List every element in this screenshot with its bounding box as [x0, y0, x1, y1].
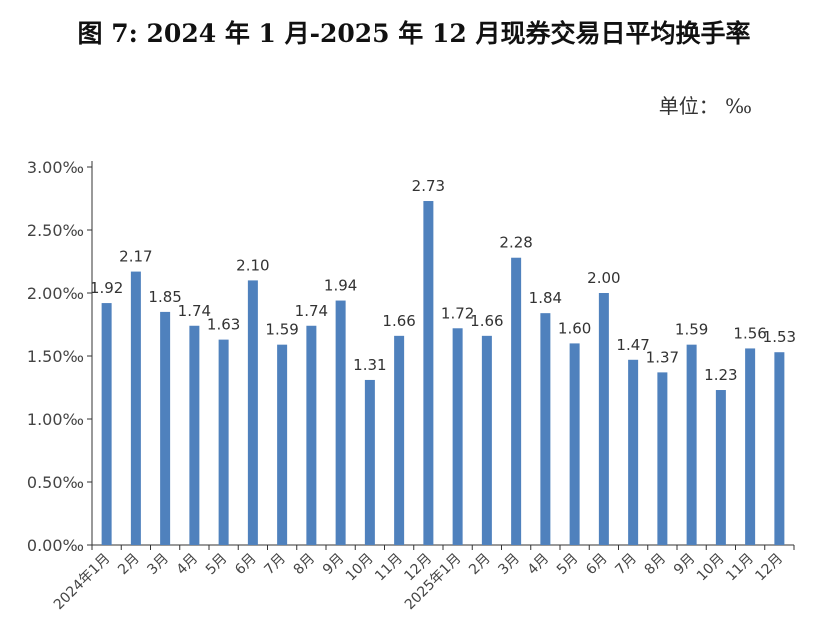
bar [423, 201, 434, 545]
data-label: 2.28 [499, 234, 532, 252]
data-label: 1.63 [207, 316, 240, 334]
data-label: 1.85 [148, 288, 181, 306]
x-tick-label: 3月 [144, 551, 172, 579]
bar [686, 344, 697, 545]
y-tick-label: 1.50‰ [27, 347, 84, 366]
data-label: 2.00 [587, 269, 620, 287]
bar [598, 293, 609, 545]
data-label: 1.66 [470, 312, 503, 330]
data-label: 1.84 [529, 289, 562, 307]
y-tick-label: 2.00‰ [27, 284, 84, 303]
x-tick-label: 7月 [261, 551, 289, 579]
data-label: 1.66 [382, 312, 415, 330]
x-tick-label: 2月 [466, 551, 494, 579]
y-tick-label: 3.00‰ [27, 158, 84, 177]
data-label: 1.23 [704, 366, 737, 384]
data-label: 1.59 [675, 321, 708, 339]
bar [218, 339, 229, 545]
bar [481, 335, 492, 545]
chart-title: 图 7: 2024 年 1 月-2025 年 12 月现券交易日平均换手率 [77, 19, 751, 48]
bar [511, 257, 522, 545]
bar [628, 359, 639, 545]
x-tick-label: 8月 [642, 551, 670, 579]
y-tick-label: 2.50‰ [27, 221, 84, 240]
bar [715, 390, 726, 545]
bar [247, 280, 258, 545]
bar [189, 325, 200, 545]
data-label: 1.74 [295, 302, 328, 320]
bar [306, 325, 317, 545]
x-tick-label: 8月 [291, 551, 319, 579]
x-tick-label: 11月 [723, 551, 757, 585]
bar [364, 379, 375, 545]
y-tick-label: 1.00‰ [27, 410, 84, 429]
x-tick-label: 5月 [203, 551, 231, 579]
bar [277, 344, 288, 545]
bar [335, 300, 346, 545]
bar [452, 328, 463, 545]
bar [160, 311, 171, 545]
bar [101, 303, 112, 545]
data-label: 1.53 [763, 328, 796, 346]
x-tick-label: 4月 [525, 551, 553, 579]
y-tick-label: 0.00‰ [27, 536, 84, 555]
data-label: 1.31 [353, 356, 386, 374]
x-tick-label: 2月 [115, 551, 143, 579]
x-tick-label: 3月 [495, 551, 523, 579]
data-label: 1.74 [178, 302, 211, 320]
bar [394, 335, 405, 545]
unit-label: 单位： ‰ [658, 94, 752, 118]
bar [745, 348, 756, 545]
x-tick-label: 6月 [232, 551, 260, 579]
data-label: 1.60 [558, 319, 591, 337]
x-tick-label: 10月 [694, 551, 728, 585]
x-tick-label: 4月 [174, 551, 202, 579]
x-tick-label: 2024年1月 [51, 551, 114, 614]
data-label: 2.73 [412, 177, 445, 195]
x-tick-label: 12月 [752, 551, 786, 585]
data-label: 1.72 [441, 304, 474, 322]
bar [569, 343, 580, 545]
x-tick-label: 6月 [583, 551, 611, 579]
bar [130, 271, 141, 545]
x-tick-label: 7月 [612, 551, 640, 579]
x-tick-label: 10月 [343, 551, 377, 585]
data-label: 2.17 [119, 248, 152, 266]
data-label: 1.37 [646, 348, 679, 366]
data-label: 1.94 [324, 277, 357, 295]
data-label: 1.47 [616, 336, 649, 354]
data-label: 2.10 [236, 256, 269, 274]
data-label: 1.56 [733, 324, 766, 342]
data-label: 1.92 [90, 279, 123, 297]
data-label: 1.59 [265, 321, 298, 339]
x-tick-label: 11月 [372, 551, 406, 585]
x-tick-label: 5月 [554, 551, 582, 579]
bar [540, 313, 551, 545]
bar [657, 372, 668, 545]
bar [774, 352, 785, 545]
y-tick-label: 0.50‰ [27, 473, 84, 492]
